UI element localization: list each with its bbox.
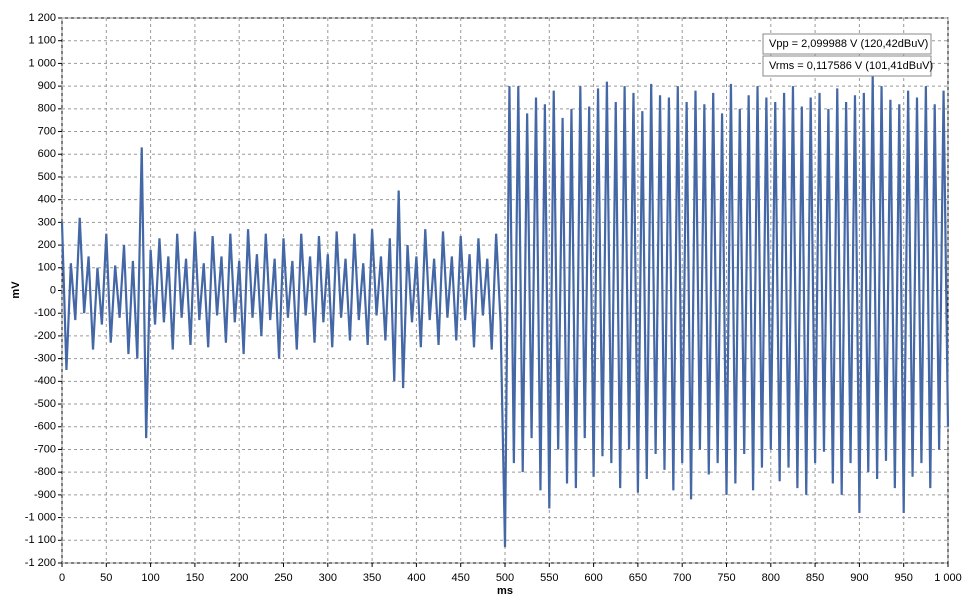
signal-line — [60, 74, 950, 548]
x-tick-label: 750 — [717, 572, 735, 584]
x-tick-label: 600 — [584, 572, 602, 584]
x-tick-label: 850 — [806, 572, 824, 584]
x-tick-label: 0 — [59, 572, 65, 584]
annotation: Vpp = 2,099988 V (120,42dBuV) — [769, 38, 928, 50]
x-tick-label: 450 — [452, 572, 470, 584]
y-tick-label: 600 — [38, 148, 56, 160]
y-tick-label: 100 — [38, 262, 56, 274]
y-tick-label: -400 — [34, 375, 56, 387]
y-tick-label: -1 200 — [25, 557, 56, 569]
annotation-box — [762, 55, 932, 77]
y-tick-label: 0 — [50, 284, 56, 296]
y-axis-label: mV — [10, 281, 22, 299]
y-tick-label: -500 — [34, 398, 56, 410]
y-tick-label: -1 100 — [25, 534, 56, 546]
y-tick-label: -900 — [34, 489, 56, 501]
x-tick-label: 950 — [895, 572, 913, 584]
x-tick-label: 100 — [141, 572, 159, 584]
y-tick-label: 900 — [38, 80, 56, 92]
y-tick-label: 300 — [38, 216, 56, 228]
y-tick-label: -100 — [34, 307, 56, 319]
y-tick-label: -200 — [34, 330, 56, 342]
x-axis-label: ms — [497, 585, 513, 597]
y-tick-label: 1 100 — [28, 35, 56, 47]
annotation-box — [762, 33, 932, 55]
y-tick-label: 700 — [38, 125, 56, 137]
y-tick-label: 500 — [38, 171, 56, 183]
x-tick-label: 800 — [762, 572, 780, 584]
x-tick-label: 200 — [230, 572, 248, 584]
y-tick-label: -1 000 — [25, 511, 56, 523]
x-tick-label: 300 — [319, 572, 337, 584]
x-tick-label: 500 — [496, 572, 514, 584]
y-tick-label: 200 — [38, 239, 56, 251]
y-tick-label: -600 — [34, 421, 56, 433]
x-tick-label: 550 — [540, 572, 558, 584]
y-tick-label: 800 — [38, 103, 56, 115]
y-tick-label: -800 — [34, 466, 56, 478]
x-tick-label: 150 — [186, 572, 204, 584]
y-tick-label: 1 000 — [28, 57, 56, 69]
annotation: Vrms = 0,117586 V (101,41dBuV) — [769, 60, 933, 72]
y-tick-label: 1 200 — [28, 12, 56, 24]
x-tick-label: 250 — [274, 572, 292, 584]
x-tick-label: 400 — [407, 572, 425, 584]
y-tick-label: -700 — [34, 443, 56, 455]
x-tick-label: 900 — [850, 572, 868, 584]
y-tick-label: -300 — [34, 353, 56, 365]
x-tick-label: 700 — [673, 572, 691, 584]
x-tick-label: 50 — [100, 572, 112, 584]
x-tick-label: 350 — [363, 572, 381, 584]
x-tick-label: 1 000 — [934, 572, 962, 584]
x-tick-label: 650 — [629, 572, 647, 584]
y-tick-label: 400 — [38, 194, 56, 206]
